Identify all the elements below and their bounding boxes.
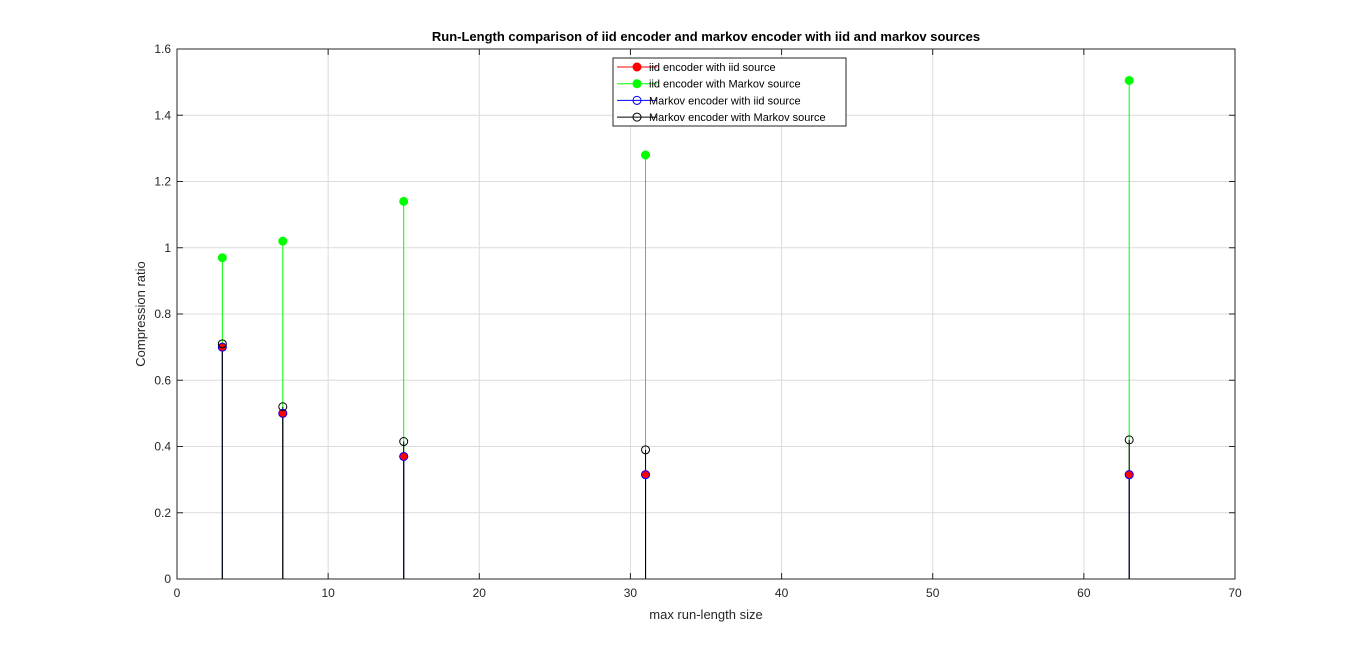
y-tick-label: 1 bbox=[164, 241, 171, 255]
legend-box bbox=[612, 57, 847, 127]
x-tick-label: 20 bbox=[473, 586, 487, 600]
data-point bbox=[1124, 75, 1134, 85]
data-point bbox=[641, 470, 651, 480]
y-tick-label: 0.4 bbox=[154, 440, 171, 454]
y-tick-label: 1.2 bbox=[154, 175, 171, 189]
x-tick-labels: 0 10 20 30 40 50 60 70 bbox=[174, 586, 1242, 600]
data-point bbox=[278, 408, 288, 418]
data-point bbox=[1124, 435, 1134, 445]
y-tick-label: 0 bbox=[164, 572, 171, 586]
ticks bbox=[176, 48, 1236, 580]
data-point bbox=[399, 196, 409, 206]
y-tick-label: 0.2 bbox=[154, 506, 171, 520]
legend-label: iid encoder with iid source bbox=[649, 62, 776, 74]
legend-marker bbox=[632, 79, 642, 89]
data-point bbox=[217, 253, 227, 263]
x-tick-label: 50 bbox=[926, 586, 940, 600]
data-point bbox=[278, 236, 288, 246]
legend-label: Markov encoder with Markov source bbox=[649, 112, 826, 124]
data-point bbox=[217, 342, 227, 352]
markers bbox=[217, 75, 1134, 480]
data-point bbox=[641, 150, 651, 160]
x-tick-label: 30 bbox=[624, 586, 638, 600]
x-axis-label: max run-length size bbox=[649, 607, 762, 622]
x-tick-label: 70 bbox=[1228, 586, 1242, 600]
data-point bbox=[399, 437, 409, 447]
data-point bbox=[1124, 470, 1134, 480]
x-tick-label: 40 bbox=[775, 586, 789, 600]
data-point bbox=[399, 451, 409, 461]
x-tick-label: 60 bbox=[1077, 586, 1091, 600]
chart-title: Run-Length comparison of iid encoder and… bbox=[432, 29, 980, 44]
y-tick-label: 1.4 bbox=[154, 108, 171, 122]
legend-label: iid encoder with Markov source bbox=[649, 79, 801, 91]
legend-marker bbox=[632, 95, 642, 105]
legend-marker bbox=[632, 62, 642, 72]
y-tick-label: 1.6 bbox=[154, 42, 171, 56]
legend: iid encoder with iid source iid encoder w… bbox=[612, 57, 847, 127]
data-point bbox=[278, 402, 288, 412]
data-point bbox=[641, 445, 651, 455]
y-tick-label: 0.8 bbox=[154, 307, 171, 321]
x-tick-label: 10 bbox=[321, 586, 335, 600]
y-axis-label: Compression ratio bbox=[133, 261, 148, 367]
data-point bbox=[217, 339, 227, 349]
legend-marker bbox=[632, 112, 642, 122]
x-tick-label: 0 bbox=[174, 586, 181, 600]
legend-label: Markov encoder with iid source bbox=[649, 95, 801, 107]
y-tick-labels: 0 0.2 0.4 0.6 0.8 1 1.2 1.4 1.6 bbox=[154, 42, 171, 586]
y-tick-label: 0.6 bbox=[154, 373, 171, 387]
